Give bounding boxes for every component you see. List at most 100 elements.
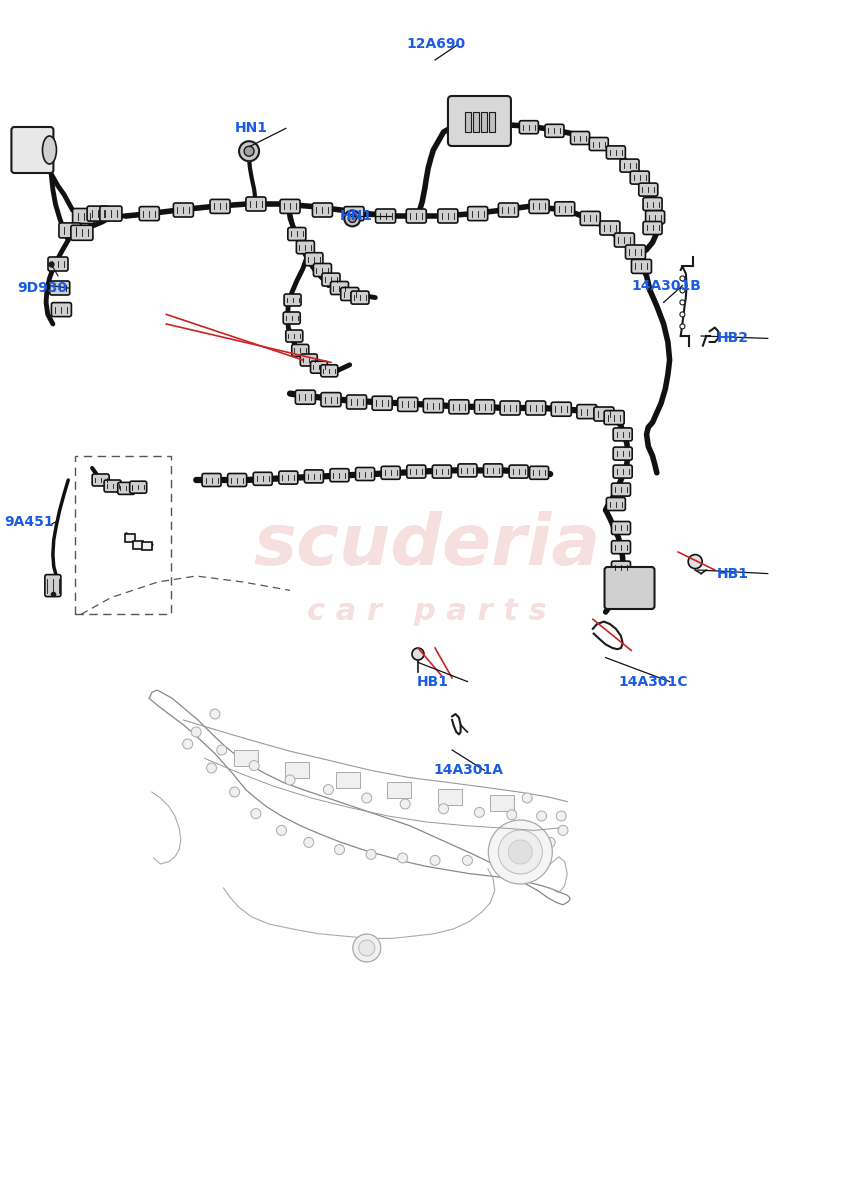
Circle shape bbox=[229, 787, 239, 797]
Circle shape bbox=[557, 826, 567, 835]
Circle shape bbox=[506, 810, 516, 820]
Bar bbox=[124, 534, 135, 541]
Circle shape bbox=[536, 811, 546, 821]
FancyBboxPatch shape bbox=[604, 566, 653, 608]
Polygon shape bbox=[223, 869, 494, 938]
Circle shape bbox=[521, 847, 532, 857]
FancyBboxPatch shape bbox=[312, 203, 332, 217]
Circle shape bbox=[191, 727, 201, 737]
Circle shape bbox=[544, 838, 555, 847]
FancyBboxPatch shape bbox=[528, 199, 549, 214]
Circle shape bbox=[303, 838, 314, 847]
Circle shape bbox=[679, 312, 684, 317]
FancyBboxPatch shape bbox=[611, 541, 630, 553]
Circle shape bbox=[182, 739, 193, 749]
FancyBboxPatch shape bbox=[525, 401, 545, 415]
FancyBboxPatch shape bbox=[139, 206, 159, 221]
FancyBboxPatch shape bbox=[11, 127, 54, 173]
FancyBboxPatch shape bbox=[642, 222, 661, 234]
FancyBboxPatch shape bbox=[397, 397, 417, 412]
Text: 14A301A: 14A301A bbox=[433, 763, 503, 778]
Circle shape bbox=[493, 853, 504, 863]
Bar bbox=[141, 542, 152, 550]
Bar bbox=[75, 456, 170, 614]
FancyBboxPatch shape bbox=[72, 209, 95, 223]
FancyBboxPatch shape bbox=[300, 354, 317, 366]
Circle shape bbox=[679, 288, 684, 293]
Circle shape bbox=[462, 856, 472, 865]
Circle shape bbox=[348, 215, 356, 222]
Text: c a r   p a r t s: c a r p a r t s bbox=[307, 598, 545, 626]
Text: HB1: HB1 bbox=[416, 674, 448, 689]
FancyBboxPatch shape bbox=[619, 160, 638, 172]
FancyBboxPatch shape bbox=[45, 575, 60, 596]
Bar bbox=[387, 781, 411, 798]
FancyBboxPatch shape bbox=[173, 203, 193, 217]
FancyBboxPatch shape bbox=[613, 428, 631, 440]
Bar bbox=[285, 762, 308, 779]
FancyBboxPatch shape bbox=[606, 498, 625, 510]
FancyBboxPatch shape bbox=[340, 288, 359, 300]
Circle shape bbox=[556, 811, 566, 821]
Circle shape bbox=[323, 785, 333, 794]
FancyBboxPatch shape bbox=[350, 292, 369, 304]
Circle shape bbox=[250, 809, 261, 818]
FancyBboxPatch shape bbox=[295, 390, 315, 404]
Circle shape bbox=[344, 210, 360, 227]
FancyBboxPatch shape bbox=[279, 199, 300, 214]
FancyBboxPatch shape bbox=[474, 400, 494, 414]
FancyBboxPatch shape bbox=[642, 198, 661, 210]
Text: HN1: HN1 bbox=[339, 209, 372, 223]
Circle shape bbox=[216, 745, 227, 755]
Circle shape bbox=[249, 761, 259, 770]
Circle shape bbox=[498, 830, 542, 874]
Circle shape bbox=[210, 709, 220, 719]
FancyBboxPatch shape bbox=[355, 468, 374, 480]
FancyBboxPatch shape bbox=[118, 482, 135, 494]
FancyBboxPatch shape bbox=[310, 361, 327, 373]
FancyBboxPatch shape bbox=[371, 396, 392, 410]
FancyBboxPatch shape bbox=[529, 467, 548, 479]
Circle shape bbox=[521, 793, 532, 803]
FancyBboxPatch shape bbox=[437, 209, 458, 223]
FancyBboxPatch shape bbox=[611, 562, 630, 574]
Polygon shape bbox=[149, 690, 569, 905]
FancyBboxPatch shape bbox=[509, 466, 527, 478]
FancyBboxPatch shape bbox=[406, 466, 425, 478]
FancyBboxPatch shape bbox=[321, 274, 340, 286]
Circle shape bbox=[244, 146, 254, 156]
FancyBboxPatch shape bbox=[448, 400, 469, 414]
Circle shape bbox=[688, 554, 701, 569]
Text: 9A451: 9A451 bbox=[4, 515, 54, 529]
Circle shape bbox=[285, 775, 295, 785]
FancyBboxPatch shape bbox=[611, 522, 630, 534]
Circle shape bbox=[400, 799, 410, 809]
Circle shape bbox=[334, 845, 344, 854]
Circle shape bbox=[276, 826, 286, 835]
Circle shape bbox=[508, 840, 532, 864]
FancyBboxPatch shape bbox=[291, 344, 308, 356]
FancyBboxPatch shape bbox=[554, 202, 574, 216]
FancyBboxPatch shape bbox=[59, 223, 81, 238]
FancyBboxPatch shape bbox=[375, 209, 395, 223]
FancyBboxPatch shape bbox=[320, 365, 337, 377]
FancyBboxPatch shape bbox=[593, 407, 613, 421]
Circle shape bbox=[239, 142, 259, 161]
FancyBboxPatch shape bbox=[483, 464, 502, 476]
Circle shape bbox=[353, 934, 380, 962]
Circle shape bbox=[397, 853, 407, 863]
FancyBboxPatch shape bbox=[625, 245, 645, 259]
Circle shape bbox=[438, 804, 448, 814]
FancyBboxPatch shape bbox=[304, 470, 323, 482]
Text: scuderia: scuderia bbox=[253, 511, 599, 581]
Circle shape bbox=[412, 648, 423, 660]
Bar bbox=[464, 112, 470, 132]
FancyBboxPatch shape bbox=[599, 221, 619, 235]
FancyBboxPatch shape bbox=[210, 199, 230, 214]
FancyBboxPatch shape bbox=[253, 473, 272, 485]
FancyBboxPatch shape bbox=[100, 206, 122, 221]
Bar bbox=[481, 112, 486, 132]
Circle shape bbox=[474, 808, 484, 817]
Bar bbox=[438, 788, 462, 805]
FancyBboxPatch shape bbox=[51, 302, 72, 317]
